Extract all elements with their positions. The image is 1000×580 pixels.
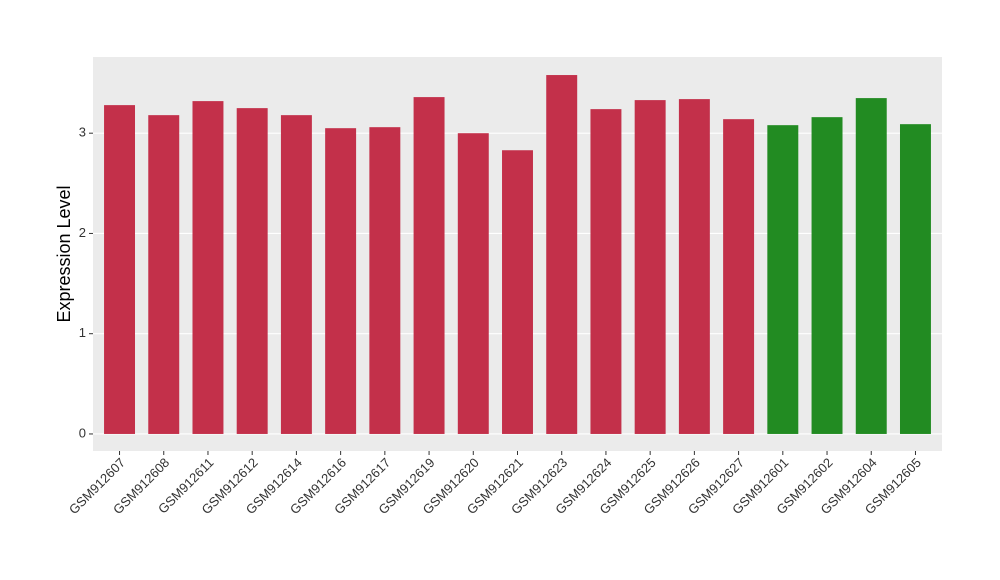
y-tick-label: 0 (79, 425, 86, 440)
y-tick-label: 1 (79, 325, 86, 340)
bar (855, 98, 887, 434)
bar (634, 100, 666, 434)
bar (811, 117, 843, 434)
y-axis-title: Expression Level (54, 185, 74, 322)
bar (280, 115, 312, 434)
bar (590, 109, 622, 434)
bar (723, 119, 755, 434)
bar (502, 150, 533, 434)
bar (413, 97, 445, 434)
bar (325, 128, 357, 434)
y-tick-label: 2 (79, 225, 86, 240)
bar (236, 108, 268, 434)
bar (369, 127, 401, 434)
bar (104, 105, 136, 434)
y-tick-label: 3 (79, 125, 86, 140)
bar (767, 125, 799, 434)
bar (899, 124, 931, 434)
bar (148, 115, 180, 434)
bar (546, 75, 578, 434)
bar (457, 133, 489, 434)
bar (678, 99, 710, 434)
bar (192, 101, 224, 434)
